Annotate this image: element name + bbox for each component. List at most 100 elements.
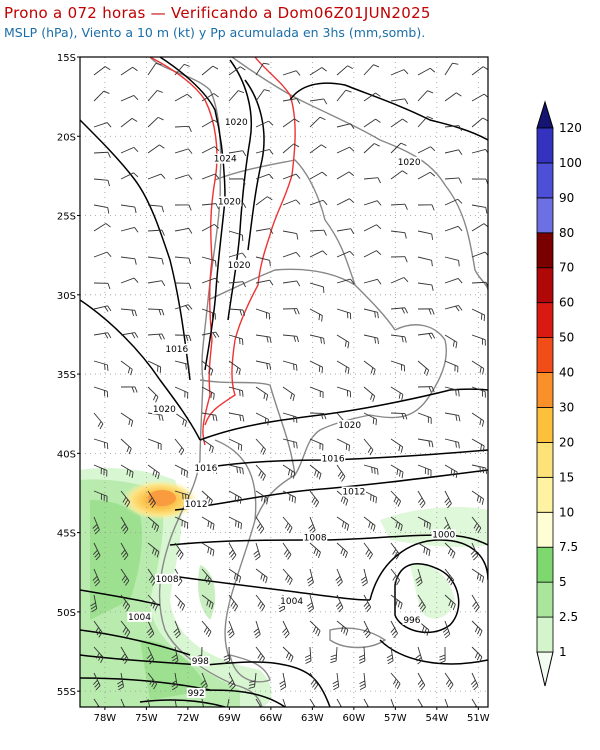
wind-barb xyxy=(120,146,139,154)
wind-barb xyxy=(444,256,460,267)
wind-barb xyxy=(93,412,104,430)
wind-barb xyxy=(471,386,486,398)
lon-tick-label: 66W xyxy=(260,713,283,724)
wind-barb xyxy=(120,256,137,265)
wind-barb xyxy=(228,464,244,475)
wind-barb xyxy=(282,568,293,585)
wind-barb xyxy=(174,360,190,371)
wind-barb xyxy=(201,331,220,338)
isobar-label-bg xyxy=(183,499,209,510)
wind-barb xyxy=(363,64,380,76)
wind-barb xyxy=(93,360,109,371)
wind-barb xyxy=(471,568,485,583)
wind-barb xyxy=(120,95,139,102)
isobar-label: 1004 xyxy=(128,613,151,623)
wind-barb xyxy=(282,698,287,707)
wind-barb xyxy=(174,204,192,211)
colorbar-label: 80 xyxy=(559,226,574,240)
wind-barb xyxy=(390,568,401,586)
wind-barb xyxy=(444,672,454,690)
wind-barb xyxy=(336,146,355,154)
colorbar-segment xyxy=(536,476,554,513)
lon-tick-label: 51W xyxy=(467,713,490,724)
wind-barb xyxy=(335,594,344,613)
isobar-label-bg xyxy=(152,404,177,415)
isobar-label: 1016 xyxy=(322,454,345,464)
wind-barb xyxy=(228,281,246,288)
wind-barb xyxy=(444,334,458,349)
lon-tick-label: 72W xyxy=(177,713,200,724)
wind-barb xyxy=(363,143,380,154)
wind-barb xyxy=(390,516,403,532)
wind-barb xyxy=(253,542,261,561)
wind-barb xyxy=(470,672,479,691)
lat-tick-label: 35S xyxy=(57,370,76,381)
wind-barb xyxy=(228,150,247,157)
wind-barb xyxy=(147,542,160,558)
wind-barb xyxy=(417,620,430,636)
wind-barb xyxy=(417,386,435,393)
wind-barb xyxy=(255,256,271,267)
lat-tick-label: 30S xyxy=(57,291,76,302)
wind-barb xyxy=(120,204,137,214)
wind-barb xyxy=(174,63,190,76)
wind-barb xyxy=(255,490,269,505)
isobar-label: 1020 xyxy=(218,197,241,207)
wind-barb xyxy=(417,464,432,477)
wind-barb xyxy=(336,123,355,129)
wind-barb xyxy=(255,89,271,102)
wind-barb xyxy=(174,304,193,311)
wind-barb xyxy=(227,620,235,639)
precipitation-colorbar: 1 2.5 5 7.5 10 15 20 30 40 50 60 70 80 90 100 120 xyxy=(536,100,582,687)
wind-barb xyxy=(417,256,433,267)
isobar-label: 1012 xyxy=(342,488,365,498)
wind-barb xyxy=(255,120,274,128)
wind-barb xyxy=(336,516,350,531)
wind-barb xyxy=(363,177,381,184)
wind-barb xyxy=(228,386,244,397)
wind-barb xyxy=(470,542,479,561)
wind-barb xyxy=(390,142,407,154)
isobar-label: 1000 xyxy=(432,530,455,540)
wind-barb xyxy=(282,280,301,287)
wind-barb xyxy=(390,334,407,343)
wind-barb xyxy=(359,672,366,691)
wind-barb xyxy=(117,672,124,691)
colorbar-label: 5 xyxy=(559,575,567,589)
wind-barb xyxy=(439,646,446,664)
wind-barb xyxy=(471,334,486,346)
colorbar-label: 7.5 xyxy=(559,540,578,554)
wind-barb xyxy=(471,620,483,637)
isobar-label: 1020 xyxy=(153,405,176,415)
wind-barb xyxy=(444,177,462,184)
wind-barb xyxy=(363,308,379,319)
wind-barb xyxy=(201,516,215,531)
wind-barb xyxy=(228,672,236,691)
wind-barb xyxy=(309,67,327,76)
wind-barb xyxy=(417,332,436,340)
isobar-label-bg xyxy=(431,529,456,540)
wind-barb xyxy=(228,568,242,583)
wind-barb xyxy=(201,223,220,232)
isobar-label-bg xyxy=(217,196,242,207)
wind-barb xyxy=(363,118,381,128)
isobar-label: 1016 xyxy=(165,345,188,355)
wind-barb xyxy=(444,386,460,397)
isobar-label-bg xyxy=(341,486,367,497)
isobar-label-bg xyxy=(226,259,252,270)
wind-barb xyxy=(309,360,324,374)
wind-barb xyxy=(417,594,426,612)
wind-barb xyxy=(224,698,230,707)
wind-barb xyxy=(174,125,192,132)
wind-barb xyxy=(120,277,139,284)
wind-barb xyxy=(174,464,188,478)
isobar-label-bg xyxy=(402,614,422,625)
wind-barb xyxy=(282,620,290,639)
wind-barb xyxy=(120,117,138,128)
wind-barb xyxy=(471,490,485,505)
wind-barb xyxy=(471,281,488,288)
wind-barb xyxy=(174,334,192,342)
wind-barb xyxy=(147,280,166,287)
wind-barb xyxy=(120,568,130,586)
wind-barb xyxy=(309,250,328,258)
